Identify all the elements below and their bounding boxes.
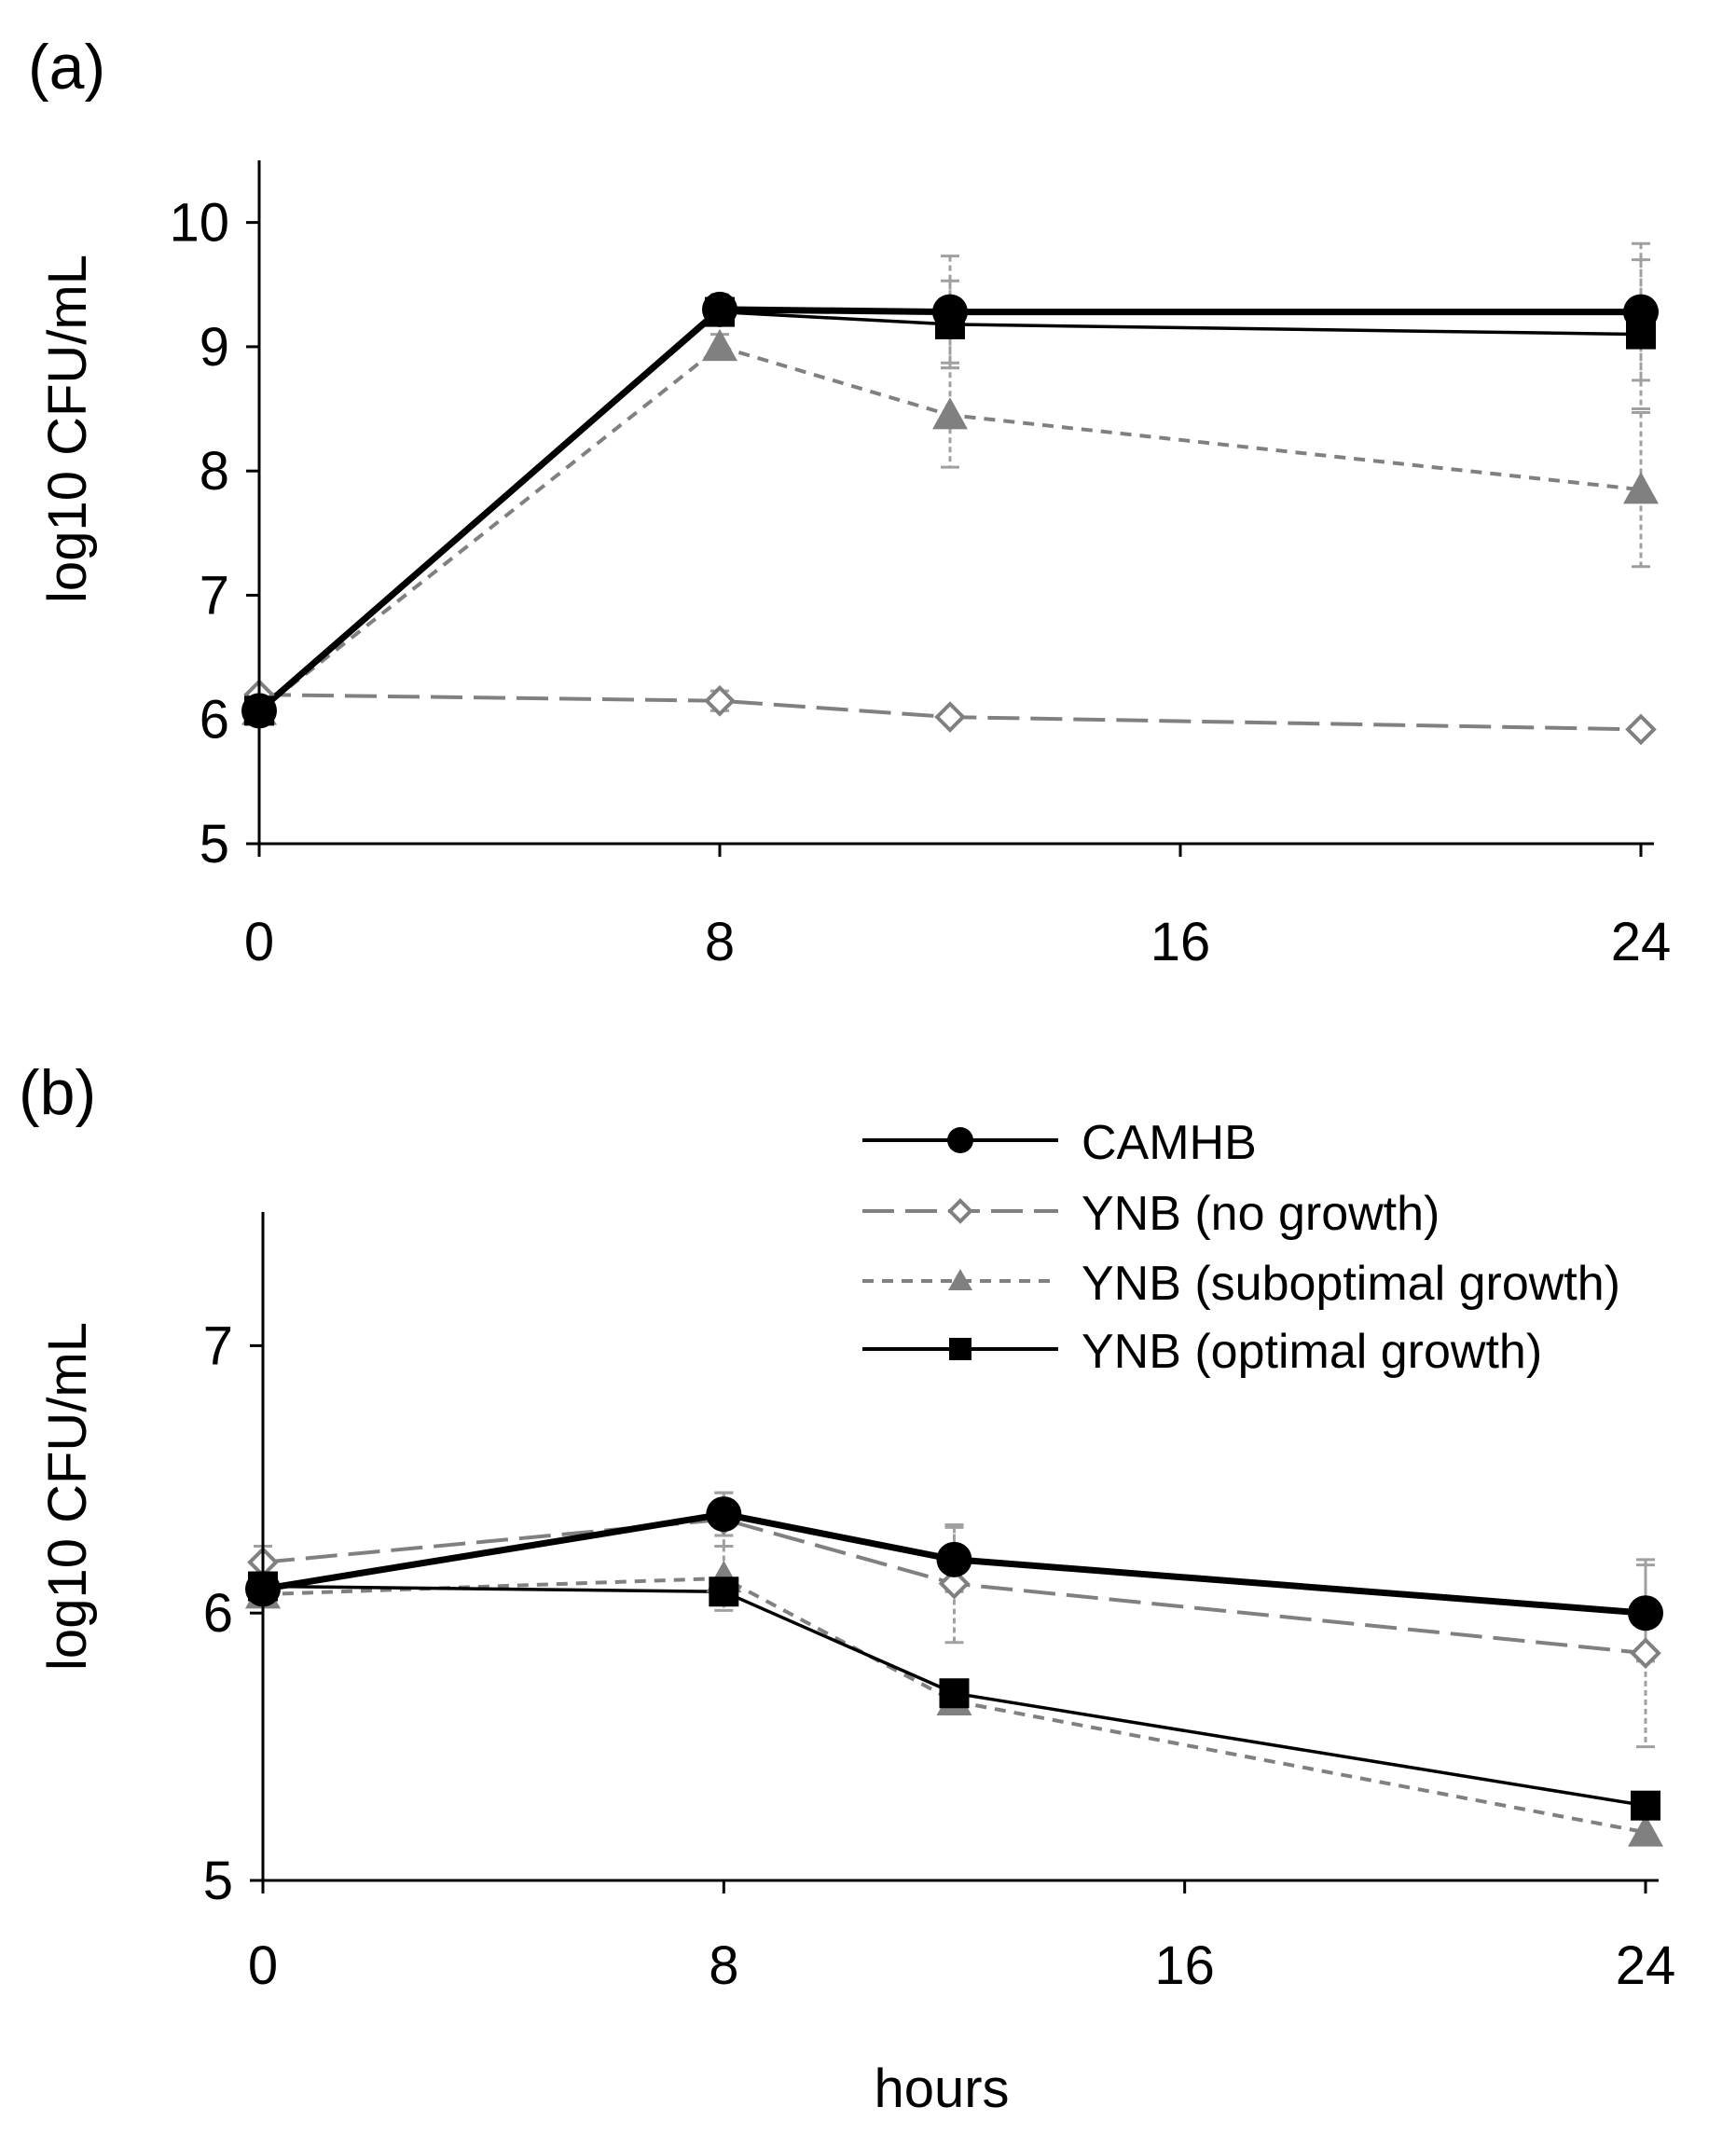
panel-b-x-tick-label: 24 <box>1616 1935 1676 1996</box>
panel-a-series-line-ynb-no-growth <box>258 693 1642 732</box>
panel-b-y-tick-label: 5 <box>203 1851 233 1911</box>
panel-a-marker-ynb-suboptimal-growth <box>702 328 737 362</box>
panel-b-marker-camhb <box>706 1496 742 1533</box>
panel-b-label: (b) <box>19 1057 96 1128</box>
legend-item-camhb: CAMHB <box>862 1116 1257 1170</box>
panel-b-series-line-camhb <box>262 1510 1646 1617</box>
panel-a-x-tick-label: 24 <box>1611 912 1672 972</box>
panel-b-y-tick-label: 6 <box>203 1583 233 1644</box>
panel-a-y-tick-label: 9 <box>200 317 229 378</box>
panel-a-chart: (a) log10 CFU/mL 5 6 7 8 9 10 0 8 16 24 <box>28 32 1671 972</box>
panel-a-y-tick-label: 5 <box>200 814 229 874</box>
panel-a-x-tick-label: 8 <box>705 912 735 972</box>
panel-b-x-axis-label: hours <box>874 2058 1009 2119</box>
panel-a-series-line-ynb-suboptimal-growth <box>257 344 1642 712</box>
panel-a-axes: 5 6 7 8 9 10 0 8 16 24 <box>169 160 1671 972</box>
panel-b-x-tick-label: 8 <box>709 1935 738 1996</box>
panel-a-y-tick-label: 6 <box>200 690 229 750</box>
panel-b-series-line-ynb-suboptimal-growth <box>262 1576 1646 1835</box>
panel-a-series-line-camhb <box>256 306 1641 714</box>
panel-a-marker-camhb <box>1623 294 1659 330</box>
panel-b-series-lines <box>262 1510 1646 1835</box>
panel-a-y-tick-label: 8 <box>200 441 229 502</box>
panel-a-marker-ynb-suboptimal-growth <box>1623 472 1659 504</box>
panel-b-marker-ynb-no-growth <box>938 1567 971 1600</box>
legend-marker-ynb-no-growth <box>947 1198 973 1224</box>
legend-marker-ynb-suboptimal <box>948 1269 972 1290</box>
panel-a-x-tick-label: 0 <box>244 912 274 972</box>
panel-b-series-line-ynb-no-growth <box>262 1517 1646 1656</box>
legend-item-ynb-no-growth: YNB (no growth) <box>862 1187 1440 1241</box>
panel-b-marker-camhb <box>1628 1595 1663 1632</box>
panel-b-marker-ynb-optimal-growth <box>1631 1790 1660 1821</box>
panel-a-x-tick-label: 16 <box>1150 912 1211 972</box>
panel-a-marker-ynb-no-growth <box>934 701 966 733</box>
legend-label-ynb-optimal: YNB (optimal growth) <box>1082 1325 1542 1379</box>
panel-b-axes: 5 6 7 0 8 16 24 <box>203 1212 1676 1996</box>
panel-b-x-tick-label: 16 <box>1154 1935 1215 1996</box>
panel-b-y-tick-label: 7 <box>203 1315 233 1376</box>
panel-a-marker-camhb <box>932 294 968 330</box>
panel-b-series-line-ynb-optimal-growth <box>262 1584 1646 1808</box>
panel-a-marker-ynb-no-growth <box>1625 713 1657 746</box>
panel-b-marker-ynb-suboptimal-growth <box>1628 1814 1663 1847</box>
panel-b-x-tick-label: 0 <box>248 1935 278 1996</box>
panel-a-marker-ynb-no-growth <box>704 684 736 717</box>
panel-b-marker-ynb-optimal-growth <box>939 1678 970 1709</box>
panel-b-y-axis-label: log10 CFU/mL <box>37 1322 98 1671</box>
panel-a-label: (a) <box>28 32 105 103</box>
panel-a-series-lines <box>256 306 1642 732</box>
panel-a-y-axis-label: log10 CFU/mL <box>37 255 98 603</box>
panel-b-marker-camhb <box>936 1541 972 1577</box>
panel-b-marker-ynb-no-growth <box>1630 1637 1661 1670</box>
legend-item-ynb-optimal: YNB (optimal growth) <box>862 1325 1542 1379</box>
panel-a-marker-camhb <box>702 291 737 327</box>
panel-a-marker-ynb-suboptimal-growth <box>932 397 968 430</box>
legend-label-camhb: CAMHB <box>1082 1116 1257 1170</box>
panel-a-y-tick-label: 7 <box>200 565 229 626</box>
legend-label-ynb-suboptimal: YNB (suboptimal growth) <box>1082 1257 1620 1311</box>
legend-label-ynb-no-growth: YNB (no growth) <box>1082 1187 1440 1241</box>
legend-marker-camhb <box>947 1127 973 1153</box>
legend-marker-ynb-optimal <box>949 1338 971 1360</box>
panel-b-chart: (b) log10 CFU/mL hours 5 6 7 0 8 16 24 <box>19 1057 1675 2119</box>
legend: CAMHB YNB (no growth) YNB (suboptimal gr… <box>862 1116 1620 1379</box>
legend-item-ynb-suboptimal: YNB (suboptimal growth) <box>862 1257 1620 1311</box>
panel-a-y-tick-label: 10 <box>169 193 229 254</box>
panel-b-marker-ynb-optimal-growth <box>709 1577 739 1607</box>
